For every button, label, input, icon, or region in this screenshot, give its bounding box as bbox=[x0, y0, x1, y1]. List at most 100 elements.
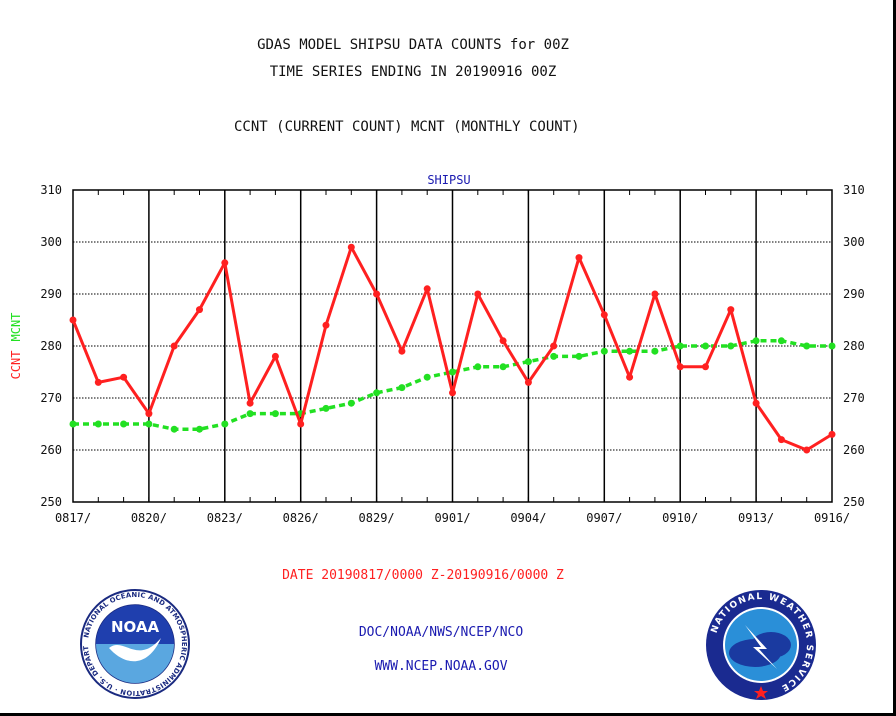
x-tick-label: 0904/ bbox=[510, 511, 546, 525]
ccnt-point bbox=[676, 363, 684, 371]
ccnt-point bbox=[626, 373, 634, 381]
mcnt-point bbox=[727, 342, 735, 350]
mcnt-point bbox=[271, 410, 279, 418]
x-tick-label: 0907/ bbox=[586, 511, 622, 525]
y-tick-label-left: 270 bbox=[40, 391, 62, 405]
y-tick-label-left: 260 bbox=[40, 443, 62, 457]
ccnt-point bbox=[524, 378, 532, 386]
ccnt-point bbox=[196, 306, 203, 314]
ccnt-point bbox=[398, 347, 406, 355]
y-tick-label-right: 260 bbox=[843, 443, 865, 457]
mcnt-point bbox=[221, 420, 229, 428]
y-tick-label-right: 300 bbox=[843, 235, 865, 249]
x-tick-label: 0901/ bbox=[434, 511, 470, 525]
mcnt-point bbox=[702, 342, 709, 350]
ccnt-point bbox=[170, 342, 178, 350]
y-tick-label-right: 280 bbox=[843, 339, 865, 353]
y-tick-label-right: 270 bbox=[843, 391, 865, 405]
ccnt-point bbox=[373, 290, 381, 298]
mcnt-point bbox=[347, 399, 355, 407]
ccnt-point bbox=[499, 337, 507, 345]
mcnt-point bbox=[803, 342, 811, 350]
y-tick-label-left: 290 bbox=[40, 287, 62, 301]
y-tick-label-left: 310 bbox=[40, 183, 62, 197]
title-line-2: TIME SERIES ENDING IN 20190916 00Z bbox=[269, 64, 557, 80]
website-link[interactable]: WWW.NCEP.NOAA.GOV bbox=[374, 659, 508, 674]
mcnt-point bbox=[398, 384, 406, 392]
x-tick-label: 0829/ bbox=[359, 511, 395, 525]
ccnt-point bbox=[752, 399, 760, 407]
source-label: DOC/NOAA/NWS/NCEP/NCO bbox=[358, 625, 524, 640]
mcnt-point bbox=[575, 352, 583, 360]
y-axis-label-mcnt: MCNT bbox=[9, 313, 23, 342]
mcnt-point bbox=[474, 363, 482, 371]
plot-title: SHIPSU bbox=[427, 173, 470, 187]
ccnt-point bbox=[221, 259, 229, 267]
ccnt-point bbox=[600, 311, 608, 319]
x-tick-label: 0916/ bbox=[814, 511, 850, 525]
mcnt-point bbox=[120, 420, 128, 428]
ccnt-point bbox=[777, 436, 785, 444]
y-tick-label-right: 290 bbox=[843, 287, 865, 301]
mcnt-point bbox=[145, 420, 153, 428]
mcnt-point bbox=[828, 342, 836, 350]
mcnt-point bbox=[423, 373, 431, 381]
mcnt-point bbox=[651, 347, 659, 355]
ccnt-point bbox=[423, 285, 431, 293]
mcnt-point bbox=[170, 425, 178, 433]
date-range-label: DATE 20190817/0000 Z-20190916/0000 Z bbox=[282, 568, 564, 583]
mcnt-point bbox=[69, 420, 77, 428]
y-tick-label-left: 300 bbox=[40, 235, 62, 249]
mcnt-point bbox=[752, 337, 760, 345]
mcnt-point bbox=[196, 425, 203, 433]
mcnt-point bbox=[322, 404, 330, 412]
y-tick-label-left: 250 bbox=[40, 495, 62, 509]
ccnt-point bbox=[550, 342, 558, 350]
ccnt-point bbox=[727, 306, 735, 314]
ccnt-point bbox=[94, 378, 102, 386]
ccnt-point bbox=[702, 363, 709, 371]
x-tick-label: 0910/ bbox=[662, 511, 698, 525]
ccnt-point bbox=[828, 430, 836, 438]
mcnt-point bbox=[550, 352, 558, 360]
mcnt-point bbox=[777, 337, 785, 345]
y-axis-label: CCNT MCNT bbox=[9, 313, 23, 380]
chart-subtitle: CCNT (CURRENT COUNT) MCNT (MONTHLY COUNT… bbox=[234, 119, 580, 135]
title-line-1: GDAS MODEL SHIPSU DATA COUNTS for 00Z bbox=[257, 37, 569, 53]
ccnt-point bbox=[120, 373, 128, 381]
mcnt-point bbox=[94, 420, 102, 428]
y-tick-label-right: 310 bbox=[843, 183, 865, 197]
ccnt-point bbox=[347, 243, 355, 251]
y-tick-label-right: 250 bbox=[843, 495, 865, 509]
ccnt-point bbox=[651, 290, 659, 298]
mcnt-point bbox=[600, 347, 608, 355]
x-tick-label: 0826/ bbox=[283, 511, 319, 525]
x-tick-label: 0817/ bbox=[55, 511, 91, 525]
noaa-logo: NATIONAL OCEANIC AND ATMOSPHERIC ADMINIS… bbox=[79, 588, 190, 699]
mcnt-point bbox=[524, 358, 532, 366]
x-tick-label: 0823/ bbox=[207, 511, 243, 525]
ccnt-point bbox=[322, 321, 330, 329]
y-tick-label-left: 280 bbox=[40, 339, 62, 353]
mcnt-point bbox=[246, 410, 254, 418]
mcnt-point bbox=[626, 347, 634, 355]
axis-layer: 250 250 260 260 270 270 280 280 290 290 300 300 310 3… bbox=[40, 183, 864, 525]
ccnt-point bbox=[803, 446, 811, 454]
mcnt-point bbox=[373, 389, 381, 397]
ccnt-point bbox=[575, 254, 583, 262]
ccnt-point bbox=[145, 410, 153, 418]
x-tick-label: 0913/ bbox=[738, 511, 774, 525]
mcnt-point bbox=[676, 342, 684, 350]
ccnt-point bbox=[69, 316, 77, 324]
y-axis-label-ccnt: CCNT bbox=[9, 351, 23, 380]
ccnt-point bbox=[297, 420, 305, 428]
series-layer bbox=[69, 243, 836, 454]
mcnt-point bbox=[449, 368, 456, 376]
ccnt-point bbox=[271, 352, 279, 360]
ccnt-point bbox=[474, 290, 482, 298]
nws-logo: NATIONAL WEATHER SERVICE bbox=[706, 590, 816, 700]
mcnt-point bbox=[499, 363, 507, 371]
ccnt-point bbox=[246, 399, 254, 407]
